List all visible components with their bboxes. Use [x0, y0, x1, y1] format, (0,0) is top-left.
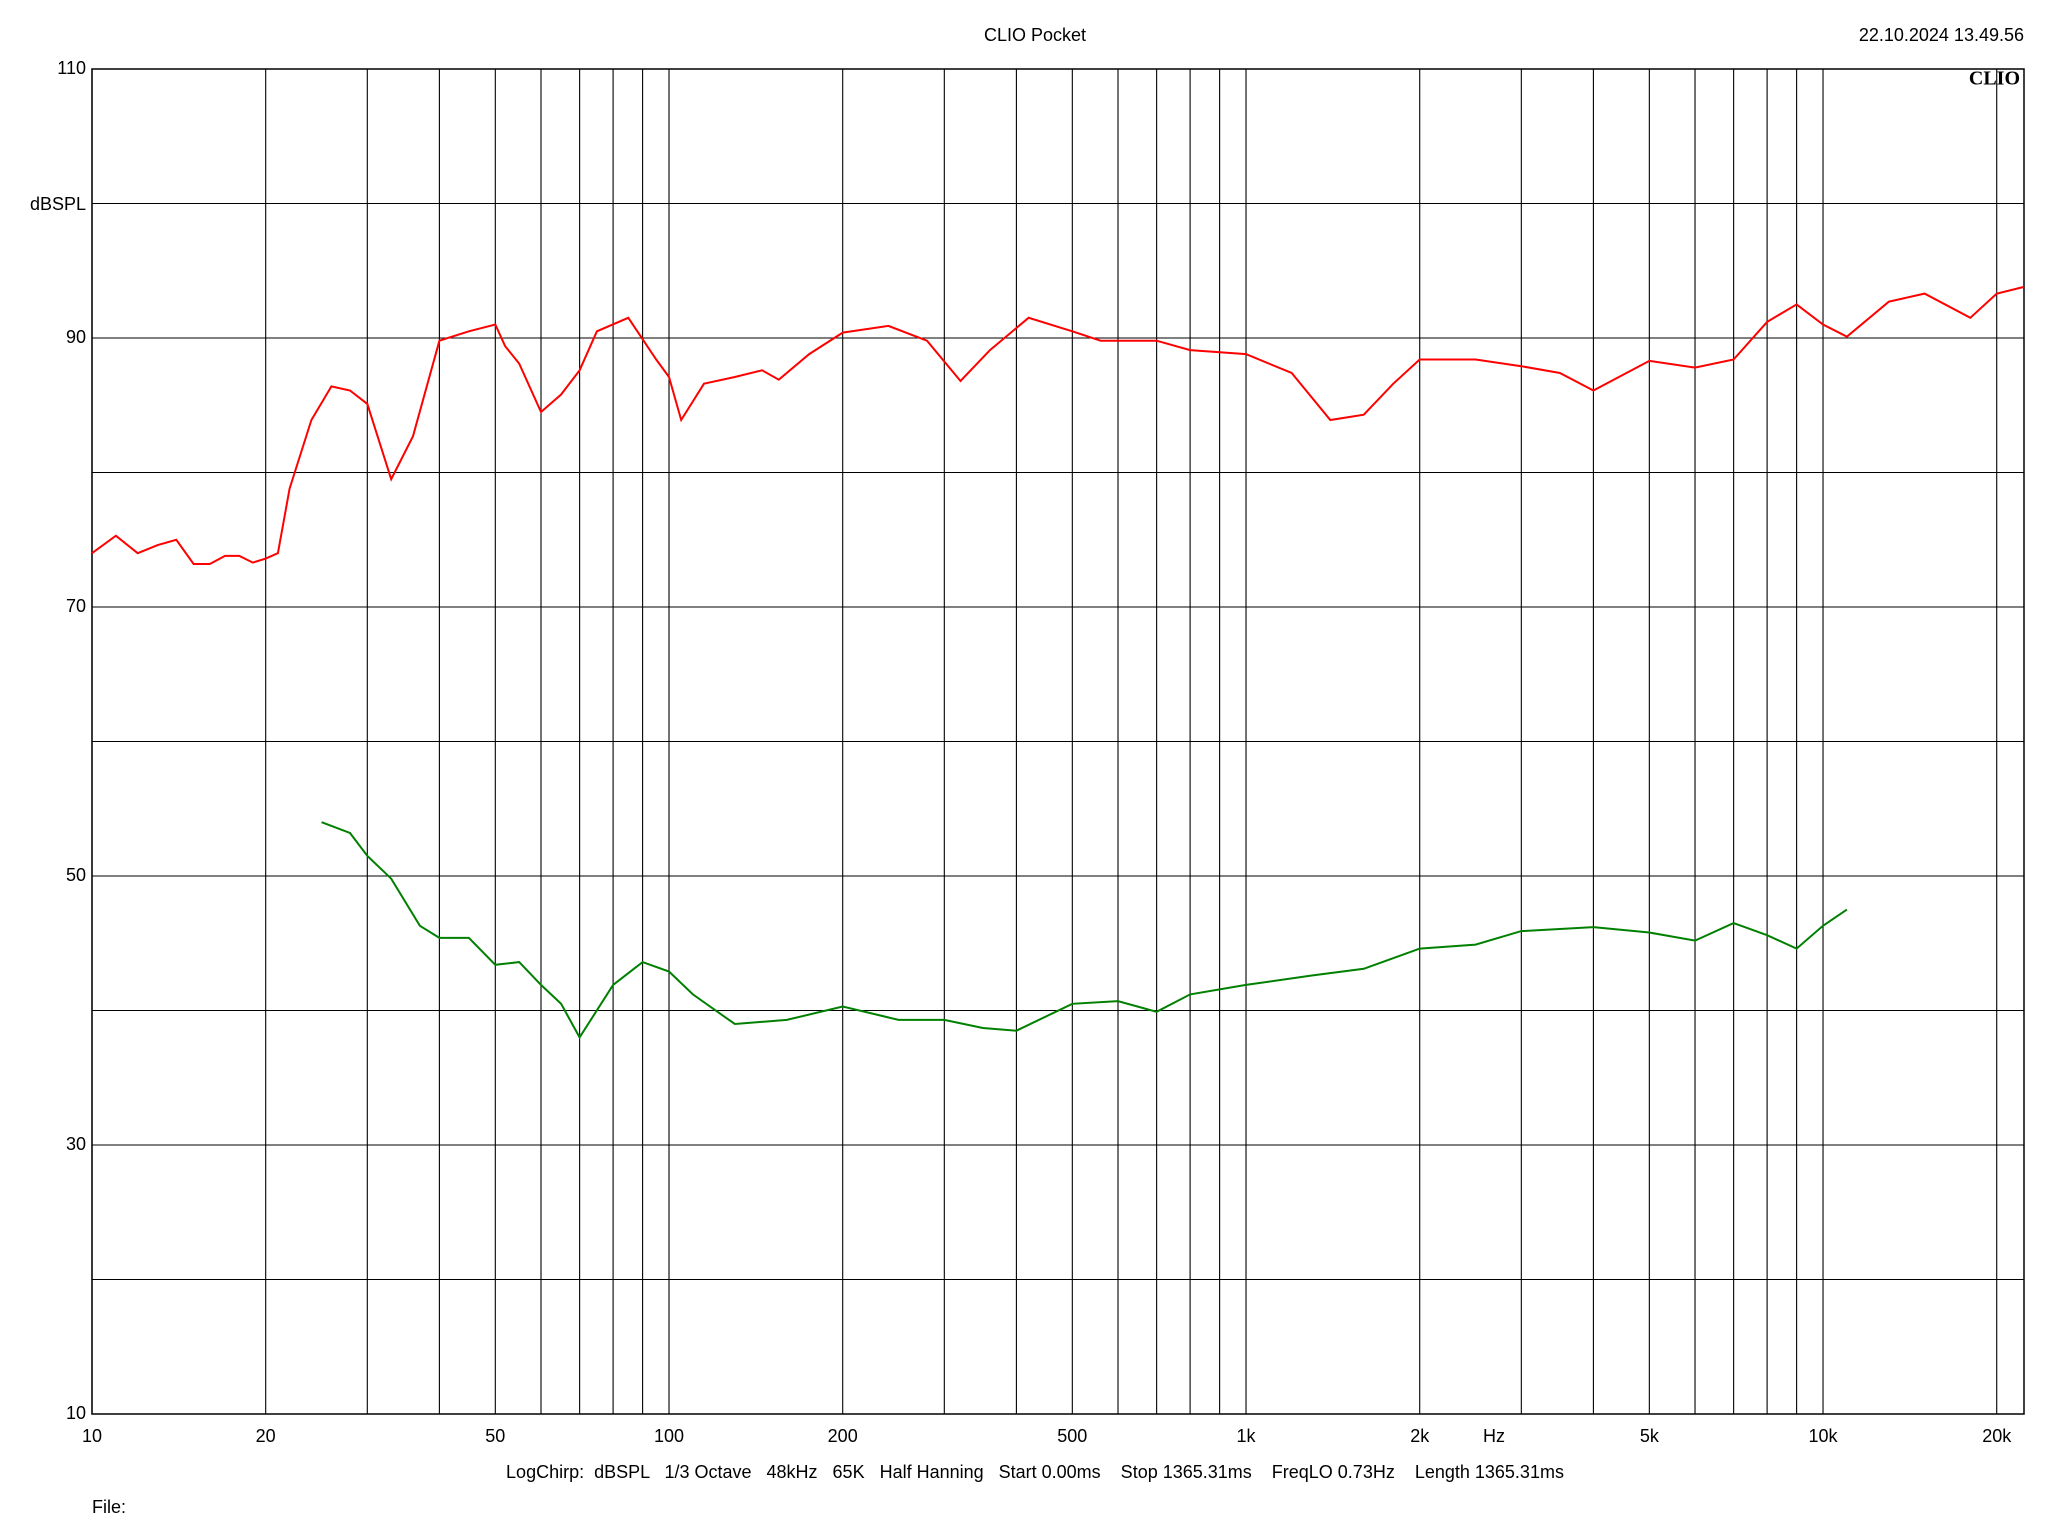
- footer: LogChirp: dBSPL 1/3 Octave 48kHz 65K Hal…: [506, 1462, 1564, 1482]
- x-tick-label: 2k: [1410, 1426, 1430, 1446]
- timestamp: 22.10.2024 13.49.56: [1859, 25, 2024, 45]
- x-tick-label: 1k: [1237, 1426, 1257, 1446]
- x-tick-label: 20k: [1982, 1426, 2012, 1446]
- y-tick-label: 110: [57, 58, 86, 78]
- x-axis-label: Hz: [1483, 1426, 1505, 1446]
- x-tick-label: 500: [1057, 1426, 1087, 1446]
- x-tick-label: 10: [82, 1426, 102, 1446]
- series-line: [321, 821, 1848, 1040]
- x-tick-label: 50: [485, 1426, 505, 1446]
- y-tick-label: 50: [66, 865, 86, 885]
- title: CLIO Pocket: [984, 25, 1086, 45]
- x-tick-label: 20: [256, 1426, 276, 1446]
- series-line: [91, 285, 2025, 565]
- x-tick-label: 10k: [1809, 1426, 1839, 1446]
- file-label: File:: [92, 1497, 126, 1517]
- logo: CLIO: [1969, 68, 2020, 90]
- y-tick-label: 70: [66, 596, 86, 616]
- x-tick-label: 100: [654, 1426, 684, 1446]
- y-axis-label: dBSPL: [30, 194, 86, 214]
- x-tick-label: 5k: [1640, 1426, 1660, 1446]
- y-tick-label: 10: [66, 1403, 86, 1423]
- x-tick-label: 200: [828, 1426, 858, 1446]
- y-tick-label: 90: [66, 327, 86, 347]
- y-tick-label: 30: [66, 1134, 86, 1154]
- plot-frame: [91, 68, 2025, 1415]
